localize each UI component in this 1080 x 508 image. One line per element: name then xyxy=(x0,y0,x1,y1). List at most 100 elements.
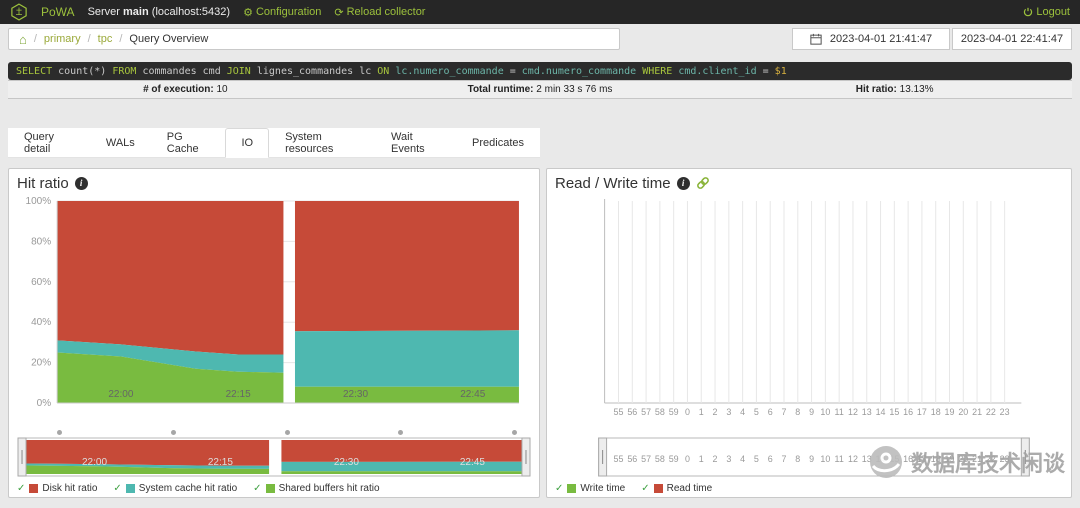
server-prefix: Server xyxy=(87,6,120,18)
svg-text:1: 1 xyxy=(699,454,704,464)
svg-text:21: 21 xyxy=(972,407,982,417)
svg-text:17: 17 xyxy=(917,454,927,464)
tab-system-resources[interactable]: System resources xyxy=(285,130,334,155)
svg-text:7: 7 xyxy=(782,454,787,464)
svg-text:22:15: 22:15 xyxy=(226,389,252,400)
legend-label: System cache hit ratio xyxy=(138,482,238,494)
svg-text:3: 3 xyxy=(726,454,731,464)
calendar-icon xyxy=(810,33,822,45)
tab-predicates[interactable]: Predicates xyxy=(472,136,525,149)
stat-hit-ratio: Hit ratio: 13.13% xyxy=(717,84,1072,95)
top-navbar: PoWA Server main (localhost:5432) Config… xyxy=(0,0,1080,24)
read-write-title: Read / Write time xyxy=(555,174,671,192)
read-write-navigator[interactable]: 55 56 57 58 59 0 1 2 3 4 5 6 7 8 9 10 11 12 13 14 15 16 17 18 19… xyxy=(555,437,1063,477)
svg-text:59: 59 xyxy=(669,407,679,417)
date-to-input[interactable]: 2023-04-01 22:41:47 xyxy=(952,28,1072,50)
svg-text:4: 4 xyxy=(740,407,745,417)
daterange-picker: 2023-04-01 21:41:47 2023-04-01 22:41:47 xyxy=(792,28,1072,50)
tab-pg-cache[interactable]: PG Cache xyxy=(166,130,199,155)
power-icon xyxy=(1023,7,1033,17)
svg-text:16: 16 xyxy=(903,454,913,464)
breadcrumb-item-primary[interactable]: primary xyxy=(43,33,81,45)
svg-text:22:15: 22:15 xyxy=(208,457,234,468)
hit-ratio-header: Hit ratio xyxy=(17,173,531,193)
hit-ratio-navigator[interactable]: 22:00 22:15 22:30 22:45 xyxy=(17,437,531,477)
svg-text:2: 2 xyxy=(713,407,718,417)
stat-total-runtime: Total runtime: 2 min 33 s 76 ms xyxy=(363,84,718,95)
tab-query-detail[interactable]: Query detail xyxy=(24,130,54,155)
svg-text:22:45: 22:45 xyxy=(460,389,486,400)
slider-dot[interactable] xyxy=(57,429,62,435)
svg-text:5: 5 xyxy=(754,454,759,464)
query-stats-bar: # of execution: 10 Total runtime: 2 min 3… xyxy=(8,80,1072,99)
slider-dot[interactable] xyxy=(170,429,176,435)
info-icon[interactable] xyxy=(676,176,690,190)
legend-item-system-cache-hit-ratio[interactable]: System cache hit ratio xyxy=(113,483,237,494)
breadcrumb-item-tpc[interactable]: tpc xyxy=(97,33,113,45)
svg-text:8: 8 xyxy=(795,407,800,417)
legend-swatch xyxy=(125,483,135,493)
reload-label: Reload collector xyxy=(346,6,426,18)
hit-ratio-chart[interactable]: 0% 20% 40% 60% 80% 100% 22:00 22:15 22:30 22:45 xyxy=(17,193,531,427)
sql-token: lc.numero_commande xyxy=(389,65,504,77)
svg-text:20%: 20% xyxy=(31,358,51,369)
svg-text:56: 56 xyxy=(627,407,637,417)
svg-text:21: 21 xyxy=(972,454,982,464)
svg-text:15: 15 xyxy=(889,454,899,464)
legend-item-shared-buffers-hit-ratio[interactable]: Shared buffers hit ratio xyxy=(253,483,380,494)
toolbar-row: primary tpc Query Overview 2023-04-01 21… xyxy=(8,28,1072,50)
svg-text:9: 9 xyxy=(809,454,814,464)
slider-dot[interactable] xyxy=(284,429,290,435)
stat-value: 10 xyxy=(216,84,228,95)
server-name: main xyxy=(123,6,149,18)
svg-text:6: 6 xyxy=(768,407,773,417)
svg-text:22: 22 xyxy=(986,407,996,417)
svg-text:14: 14 xyxy=(876,407,886,417)
svg-text:7: 7 xyxy=(782,407,787,417)
info-icon[interactable] xyxy=(74,176,88,190)
sql-token: SELECT xyxy=(16,65,53,77)
svg-text:10: 10 xyxy=(820,407,830,417)
tab-wait-events[interactable]: Wait Events xyxy=(391,130,425,155)
legend-item-disk-hit-ratio[interactable]: Disk hit ratio xyxy=(17,483,97,494)
legend-item-write-time[interactable]: Write time xyxy=(555,483,625,494)
slider-dot[interactable] xyxy=(512,429,517,435)
tab-wals[interactable]: WALs xyxy=(105,136,135,149)
svg-text:13: 13 xyxy=(862,454,872,464)
slider-dot[interactable] xyxy=(398,429,404,435)
home-icon[interactable] xyxy=(19,32,27,47)
svg-text:23: 23 xyxy=(1000,407,1010,417)
svg-text:40%: 40% xyxy=(31,317,51,328)
read-write-chart[interactable]: 55 56 57 58 59 0 1 2 3 4 5 6 7 8 9 10 11 12 13 14 15 16 17 18 19… xyxy=(555,193,1063,427)
svg-text:55: 55 xyxy=(614,454,624,464)
logout-link[interactable]: Logout xyxy=(1023,6,1070,18)
svg-text:22:30: 22:30 xyxy=(334,457,360,468)
date-from-input[interactable]: 2023-04-01 21:41:47 xyxy=(792,28,950,50)
legend-label: Disk hit ratio xyxy=(42,482,98,494)
hit-ratio-legend: Disk hit ratio System cache hit ratio Shar… xyxy=(17,480,531,496)
svg-text:19: 19 xyxy=(945,454,955,464)
svg-text:0%: 0% xyxy=(37,398,52,409)
svg-text:5: 5 xyxy=(754,407,759,417)
read-write-legend: Write time Read time xyxy=(555,480,1063,496)
hit-ratio-title: Hit ratio xyxy=(17,174,69,192)
brand-link[interactable]: PoWA xyxy=(41,5,75,19)
svg-text:56: 56 xyxy=(627,454,637,464)
configuration-link[interactable]: Configuration xyxy=(243,6,321,19)
link-icon[interactable] xyxy=(696,176,710,190)
refresh-icon xyxy=(334,6,343,19)
svg-text:0: 0 xyxy=(685,454,690,464)
legend-item-read-time[interactable]: Read time xyxy=(641,483,712,494)
svg-text:18: 18 xyxy=(931,407,941,417)
powa-logo-icon[interactable] xyxy=(10,3,28,21)
check-icon xyxy=(113,483,121,494)
svg-text:9: 9 xyxy=(809,407,814,417)
reload-collector-link[interactable]: Reload collector xyxy=(334,6,426,19)
tab-io[interactable]: IO xyxy=(225,128,270,158)
svg-text:14: 14 xyxy=(876,454,886,464)
svg-text:17: 17 xyxy=(917,407,927,417)
svg-text:59: 59 xyxy=(669,454,679,464)
svg-text:19: 19 xyxy=(945,407,955,417)
svg-text:0: 0 xyxy=(685,407,690,417)
svg-text:1: 1 xyxy=(699,407,704,417)
